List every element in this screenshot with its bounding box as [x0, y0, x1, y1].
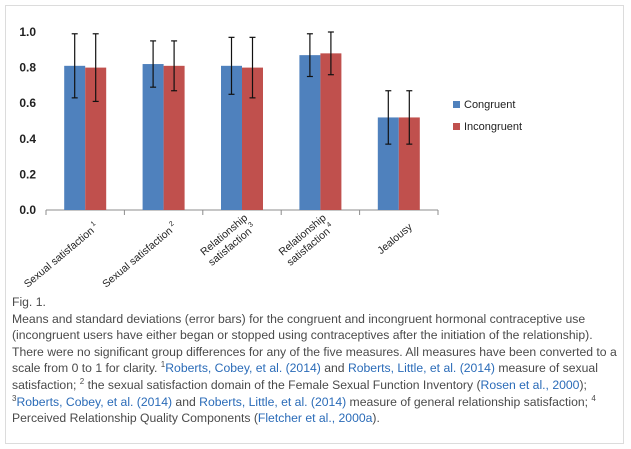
category-superscript: 1 [88, 220, 97, 229]
legend-label-congruent: Congruent [464, 99, 515, 111]
caption-text-9: ). [372, 411, 380, 426]
category-superscript: 4 [324, 221, 333, 230]
ref-roberts-cobey-2[interactable]: Roberts, Cobey, et al. (2014) [16, 394, 173, 409]
x-category-label: Relationshipsatisfaction 3 [198, 212, 259, 269]
caption-text-3: measure of sexual satisfaction; [12, 361, 598, 392]
caption-text: Means and standard deviations (error bar… [12, 311, 617, 427]
caption-sup-2: 2 [79, 376, 85, 386]
x-category-label: Sexual satisfaction 1 [21, 220, 101, 290]
bar-incongruent-3 [320, 53, 342, 210]
y-tick-label: 0.2 [19, 167, 36, 181]
caption-text-8: Perceived Relationship Quality Component… [12, 411, 258, 426]
bar-incongruent-2 [242, 67, 263, 210]
category-label-text: Jealousy [375, 221, 415, 257]
category-label-text: Sexual satisfaction [100, 225, 175, 291]
bar-incongruent-4 [398, 117, 420, 210]
legend-swatch-congruent [453, 101, 460, 108]
caption-text-5: ); [579, 377, 587, 392]
y-tick-label: 0.4 [19, 132, 36, 146]
caption-sup-4: 4 [591, 393, 596, 403]
bar-congruent-1 [142, 64, 164, 210]
bar-congruent-4 [377, 117, 399, 210]
category-superscript: 2 [167, 220, 176, 229]
y-tick-label: 0.0 [19, 203, 36, 217]
caption-label: Fig. 1. [12, 295, 46, 309]
y-tick-label: 0.8 [19, 61, 36, 75]
y-tick-label: 1.0 [19, 25, 36, 39]
ref-roberts-cobey-1[interactable]: Roberts, Cobey, et al. (2014) [165, 361, 321, 376]
ref-roberts-little-2[interactable]: Roberts, Little, et al. (2014) [199, 394, 347, 409]
caption-sup-3: 3 [12, 393, 17, 403]
legend-swatch-incongruent [453, 123, 460, 130]
bar-congruent-2 [221, 65, 242, 210]
ref-roberts-little-1[interactable]: Roberts, Little, et al. (2014) [347, 361, 495, 376]
caption-text-2: and [320, 361, 348, 376]
bar-incongruent-1 [163, 65, 185, 210]
bar-congruent-0 [64, 65, 86, 210]
figure-caption: Fig. 1. Means and standard deviations (e… [12, 294, 617, 427]
caption-text-4: the sexual satisfaction domain of the Fe… [84, 377, 481, 392]
caption-text-1: Means and standard deviations (error bar… [12, 311, 617, 376]
x-category-label: Sexual satisfaction 2 [100, 220, 180, 290]
category-superscript: 3 [246, 221, 255, 230]
legend-label-incongruent: Incongruent [464, 121, 522, 133]
caption-text-6: and [172, 394, 200, 409]
caption-text-7: measure of general relationship satisfac… [346, 394, 592, 409]
caption-sup-1: 1 [160, 360, 166, 370]
bar-incongruent-0 [85, 67, 107, 210]
y-tick-label: 0.6 [19, 96, 36, 110]
bar-congruent-3 [299, 55, 321, 210]
x-category-label: Relationshipsatisfaction 4 [276, 212, 337, 269]
ref-rosen[interactable]: Rosen et al., 2000 [480, 377, 580, 392]
x-category-label: Jealousy [375, 221, 415, 257]
category-label-text: Sexual satisfaction [22, 225, 97, 291]
ref-fletcher[interactable]: Fletcher et al., 2000a [257, 411, 373, 426]
